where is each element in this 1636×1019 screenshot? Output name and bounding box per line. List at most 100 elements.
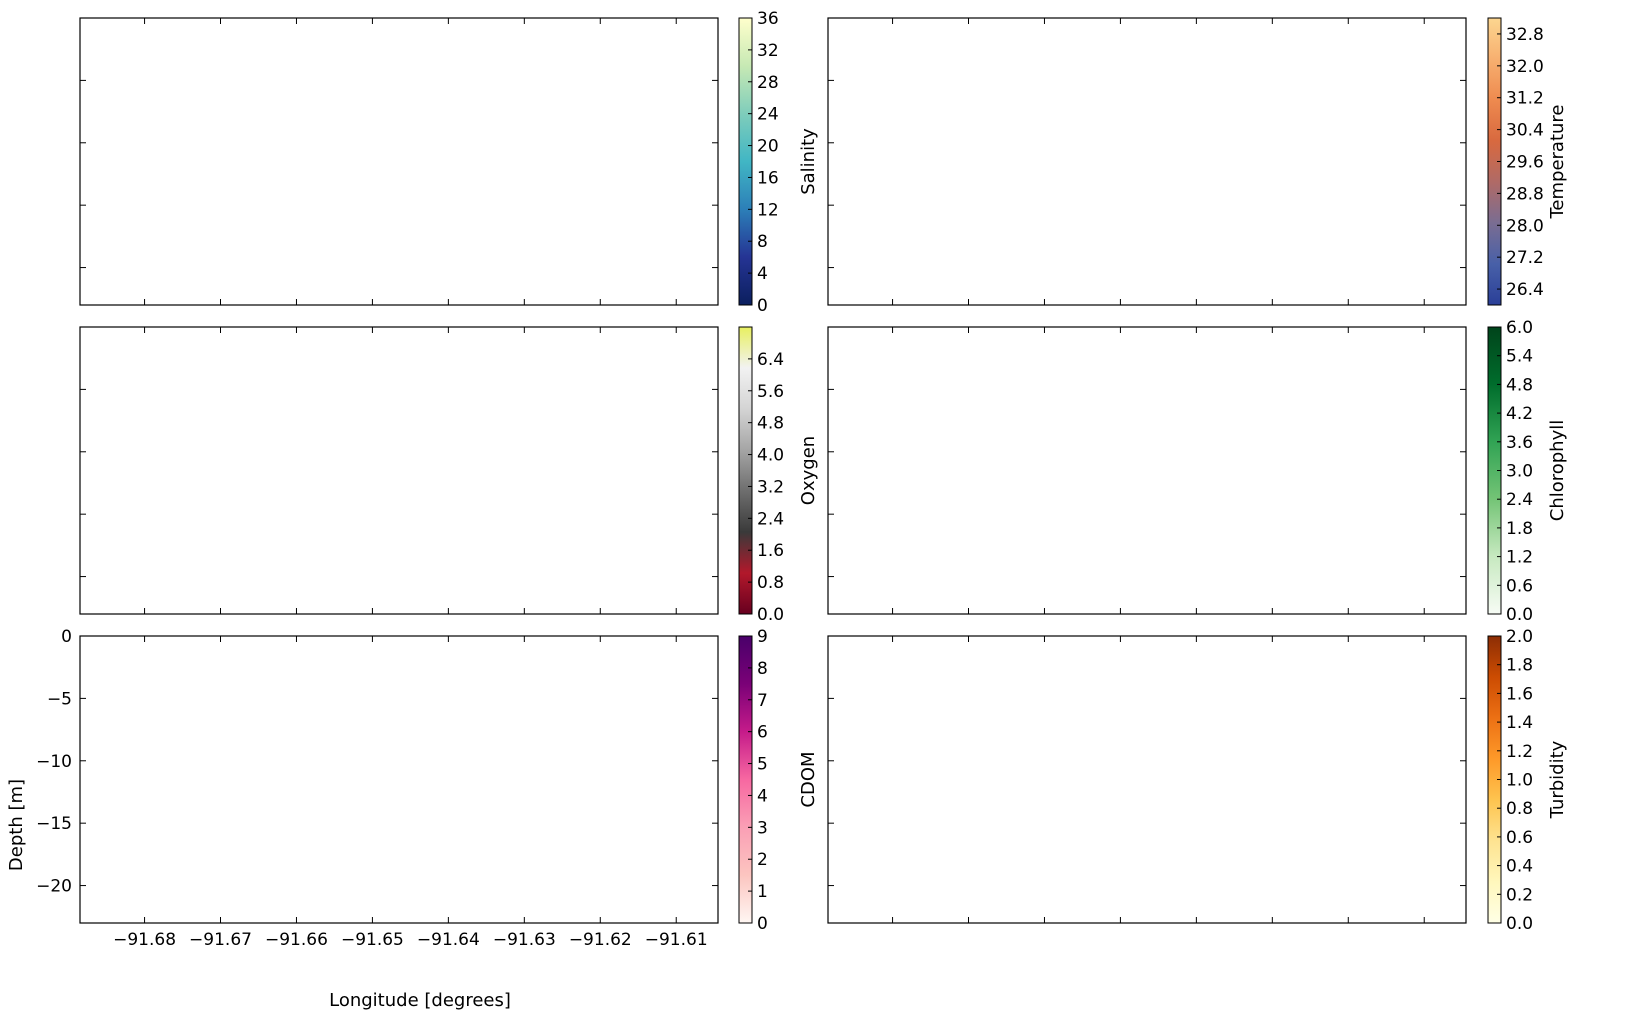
colorbar-tick-label: 3.0 <box>1506 462 1533 482</box>
colorbar-tick-label: 36 <box>757 9 779 29</box>
y-tick-label: −15 <box>36 814 72 834</box>
colorbar-tick-label: 0.4 <box>1506 857 1533 877</box>
x-axis-label: Longitude [degrees] <box>329 990 511 1011</box>
axes-frame <box>79 635 719 924</box>
colorbar-tick-label: 1.2 <box>1506 742 1533 762</box>
colorbar-tick-label: 6.0 <box>1506 318 1533 338</box>
panel-middle-left: 0.0 0.8 1.6 2.4 3.2 4.0 4.8 5.6 6.4 Oxygen <box>79 326 819 625</box>
colorbar-tick-label: 1.8 <box>1506 656 1533 676</box>
colorbar-tick-label: 4.2 <box>1506 404 1533 424</box>
panel-top-left: 0 4 8 12 16 20 24 28 32 36 Salinity <box>79 9 819 316</box>
colorbar-tick-label: 20 <box>757 137 779 157</box>
colorbar-tick-label: 6.4 <box>757 350 784 370</box>
data-profiles-oxygen <box>80 327 698 614</box>
axes-frame <box>827 17 1467 306</box>
colorbar-tick-label: 26.4 <box>1506 280 1544 300</box>
colorbar-tick-label: 32 <box>757 41 779 61</box>
axes-frame <box>79 326 719 615</box>
colorbar-tick-label: 6 <box>757 723 768 743</box>
y-tick-label: −20 <box>36 877 72 897</box>
colorbar-tick-label: 8 <box>757 232 768 252</box>
colorbar-tick-label: 5 <box>757 755 768 775</box>
colorbar-tick-label: 2.0 <box>1506 627 1533 647</box>
colorbar-tick-label: 0.0 <box>1506 914 1533 934</box>
colorbar-cdom: 0 1 2 3 4 5 6 7 8 9 CDOM <box>738 627 819 934</box>
colorbar-label: CDOM <box>798 751 819 807</box>
panel-middle-right: 0.0 0.6 1.2 1.8 2.4 3.0 3.6 4.2 4.8 5.4 6.0 Chlorop… <box>827 318 1568 625</box>
colorbar-tick-label: 28.8 <box>1506 184 1544 204</box>
panel-bottom-left: −91.68 −91.67 −91.66 −91.65 −91.64 −91.63 −91.… <box>36 627 819 950</box>
colorbar-tick-label: 27.2 <box>1506 248 1544 268</box>
data-profiles-salinity <box>80 18 698 305</box>
x-tick-label: −91.68 <box>113 930 176 950</box>
colorbar-tick-label: 1.2 <box>1506 548 1533 568</box>
data-profiles-turbidity <box>828 636 1446 923</box>
colorbar-tick-label: 28.0 <box>1506 216 1544 236</box>
colorbar-tick-label: 2.4 <box>757 509 784 529</box>
colorbar-tick-label: 1.8 <box>1506 519 1533 539</box>
y-axis-label: Depth [m] <box>6 779 27 871</box>
colorbar-gradient <box>738 17 753 306</box>
colorbar-tick-label: 0.6 <box>1506 576 1533 596</box>
colorbar-tick-label: 9 <box>757 627 768 647</box>
colorbar-tick-label: 1.6 <box>1506 684 1533 704</box>
panel-bottom-right: 0.0 0.2 0.4 0.6 0.8 1.0 1.2 1.4 1.6 1.8 2.0 Turbidi… <box>827 627 1568 934</box>
colorbar-tick-label: 5.4 <box>1506 347 1533 367</box>
x-tick-label: −91.62 <box>569 930 632 950</box>
y-tick-label: −10 <box>36 752 72 772</box>
colorbar-tick-label: 29.6 <box>1506 153 1544 173</box>
colorbar-tick-label: 31.2 <box>1506 89 1544 109</box>
colorbar-tick-label: 0 <box>757 914 768 934</box>
colorbar-label: Temperature <box>1547 104 1568 219</box>
colorbar-tick-label: 4.8 <box>1506 375 1533 395</box>
colorbar-gradient <box>738 635 753 924</box>
colorbar-turbidity: 0.0 0.2 0.4 0.6 0.8 1.0 1.2 1.4 1.6 1.8 2.0 Turbidi… <box>1487 627 1568 934</box>
colorbar-gradient <box>738 326 753 615</box>
x-tick-label: −91.63 <box>493 930 556 950</box>
colorbar-temperature: 26.4 27.2 28.0 28.8 29.6 30.4 31.2 32.0 32.8 Temp… <box>1487 17 1568 306</box>
x-tick-label: −91.67 <box>189 930 252 950</box>
data-profiles-cdom <box>80 636 698 923</box>
x-tick-label: −91.66 <box>265 930 328 950</box>
y-tick-label: −5 <box>47 689 72 709</box>
colorbar-tick-label: 4 <box>757 786 768 806</box>
colorbar-tick-label: 1 <box>757 882 768 902</box>
colorbar-tick-label: 12 <box>757 200 779 220</box>
colorbar-tick-label: 2.4 <box>1506 490 1533 510</box>
axes-frame <box>827 635 1467 924</box>
colorbar-oxygen: 0.0 0.8 1.6 2.4 3.2 4.0 4.8 5.6 6.4 Oxygen <box>738 326 819 625</box>
colorbar-tick-label: 0.0 <box>1506 605 1533 625</box>
y-tick-label: 0 <box>61 627 72 647</box>
colorbar-tick-label: 5.6 <box>757 382 784 402</box>
x-tick-label: −91.65 <box>341 930 404 950</box>
colorbar-tick-label: 8 <box>757 659 768 679</box>
colorbar-tick-label: 0.2 <box>1506 885 1533 905</box>
colorbar-tick-label: 0.0 <box>757 605 784 625</box>
colorbar-tick-label: 1.6 <box>757 541 784 561</box>
colorbar-tick-label: 28 <box>757 73 779 93</box>
colorbar-tick-label: 30.4 <box>1506 121 1544 141</box>
colorbar-tick-label: 0.8 <box>1506 799 1533 819</box>
panel-top-right: 26.4 27.2 28.0 28.8 29.6 30.4 31.2 32.0 32.8 Temp… <box>827 17 1568 306</box>
colorbar-tick-label: 1.4 <box>1506 713 1533 733</box>
colorbar-tick-label: 32.8 <box>1506 25 1544 45</box>
colorbar-tick-label: 3 <box>757 818 768 838</box>
colorbar-tick-label: 4.8 <box>757 414 784 434</box>
colorbar-tick-label: 0 <box>757 296 768 316</box>
colorbar-tick-label: 32.0 <box>1506 57 1544 77</box>
colorbar-tick-label: 4 <box>757 264 768 284</box>
colorbar-tick-label: 4.0 <box>757 446 784 466</box>
data-profiles-chlorophyll <box>828 327 1446 614</box>
data-profiles-temperature <box>828 18 1446 305</box>
colorbar-label: Salinity <box>798 128 819 195</box>
colorbar-tick-label: 3.6 <box>1506 433 1533 453</box>
colorbar-tick-label: 24 <box>757 105 779 125</box>
x-tick-label: −91.61 <box>645 930 708 950</box>
colorbar-tick-label: 2 <box>757 850 768 870</box>
colorbar-tick-label: 3.2 <box>757 477 784 497</box>
colorbar-label: Oxygen <box>798 436 819 505</box>
colorbar-tick-label: 7 <box>757 691 768 711</box>
colorbar-tick-label: 16 <box>757 168 779 188</box>
colorbar-salinity: 0 4 8 12 16 20 24 28 32 36 Salinity <box>738 9 819 316</box>
colorbar-tick-label: 1.0 <box>1506 771 1533 791</box>
